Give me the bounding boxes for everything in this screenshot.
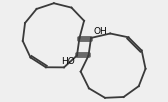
Text: OH: OH bbox=[93, 27, 107, 36]
Text: HO: HO bbox=[61, 57, 75, 66]
